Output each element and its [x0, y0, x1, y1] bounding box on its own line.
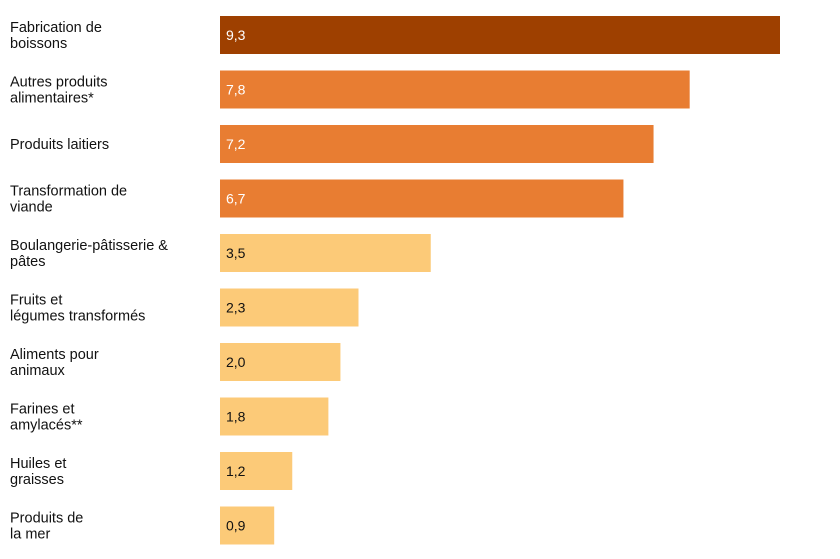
bar — [220, 179, 624, 218]
value-label: 1,2 — [226, 463, 246, 479]
bar — [220, 452, 293, 490]
category-label: Fruits et légumes transformés — [10, 293, 145, 325]
category-label: Produits laitiers — [10, 137, 109, 153]
category-label: Huiles et graisses — [10, 456, 66, 488]
category-label: Autres produits alimentaires* — [10, 75, 108, 107]
bar-group: Boulangerie-pâtisserie & pâtes 3,5 — [10, 234, 431, 272]
value-label: 3,5 — [226, 245, 246, 261]
bar-group: Aliments pour animaux 2,0 — [10, 343, 341, 381]
category-label: Farines et amylacés** — [10, 402, 83, 434]
category-label: Produits de la mer — [10, 511, 83, 543]
bar-group: Produits de la mer 0,9 — [10, 506, 275, 545]
bar — [220, 397, 329, 436]
bar — [220, 70, 690, 109]
bar-group: Autres produits alimentaires* 7,8 — [10, 70, 690, 109]
category-label: Boulangerie-pâtisserie & pâtes — [10, 238, 168, 270]
value-label: 0,9 — [226, 518, 246, 534]
bar-group: Farines et amylacés** 1,8 — [10, 397, 329, 436]
value-label: 2,3 — [226, 300, 246, 316]
bar-group: Produits laitiers 7,2 — [10, 125, 654, 163]
bar — [220, 288, 359, 327]
bar-group: Fabrication de boissons 9,3 — [10, 16, 780, 54]
bar — [220, 234, 431, 272]
value-label: 9,3 — [226, 27, 246, 43]
value-label: 2,0 — [226, 354, 246, 370]
category-label: Aliments pour animaux — [10, 347, 99, 379]
bar — [220, 125, 654, 163]
category-label: Transformation de viande — [10, 184, 127, 216]
bar-group: Huiles et graisses 1,2 — [10, 452, 293, 490]
bar-group: Fruits et légumes transformés 2,3 — [10, 288, 359, 327]
value-label: 1,8 — [226, 409, 246, 425]
value-label: 7,8 — [226, 82, 246, 98]
bar — [220, 343, 341, 381]
bar — [220, 16, 780, 54]
category-label: Fabrication de boissons — [10, 20, 102, 52]
value-label: 6,7 — [226, 191, 246, 207]
bar — [220, 506, 275, 545]
value-label: 7,2 — [226, 136, 246, 152]
bar-group: Transformation de viande 6,7 — [10, 179, 624, 218]
